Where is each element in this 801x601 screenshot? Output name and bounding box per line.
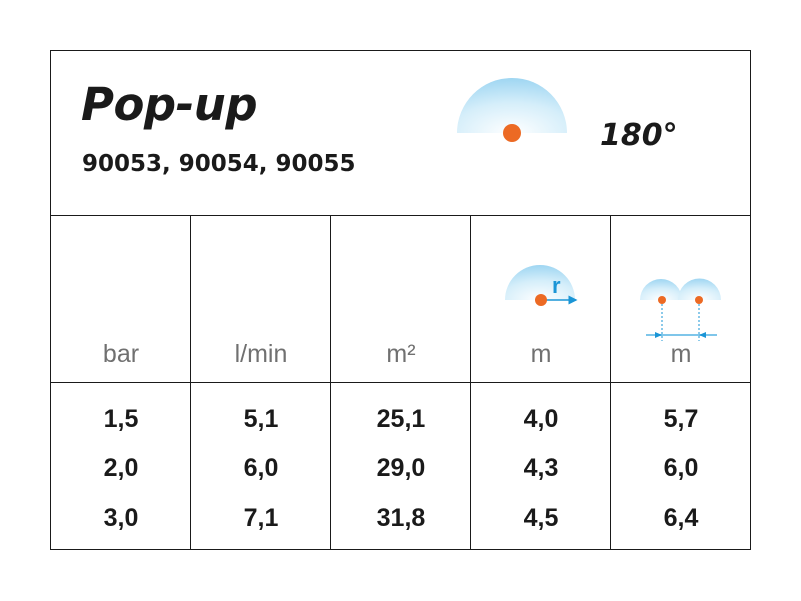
divider	[190, 216, 191, 550]
unit-flow: l/min	[234, 340, 288, 368]
product-codes: 90053, 90054, 90055	[82, 151, 356, 177]
divider	[50, 382, 751, 383]
table-cell: 4,3	[523, 454, 559, 482]
unit-spacing: m	[670, 340, 692, 368]
spray-angle: 180°	[600, 118, 678, 153]
spec-table-frame	[50, 50, 751, 550]
table-cell: 29,0	[376, 454, 426, 482]
half-circle-spray-pattern-icon	[457, 78, 567, 142]
table-cell: 31,8	[376, 504, 426, 532]
table-cell: 4,0	[523, 405, 559, 433]
spacing-icon	[640, 278, 722, 341]
divider	[470, 216, 471, 550]
divider	[610, 216, 611, 550]
radius-label: r	[552, 273, 561, 298]
radius-icon: r	[505, 265, 578, 306]
table-cell: 7,1	[243, 504, 279, 532]
table-cell: 1,5	[103, 405, 139, 433]
table-cell: 25,1	[376, 405, 426, 433]
table-cell: 6,4	[663, 504, 699, 532]
product-title: Pop-up	[81, 78, 258, 131]
unit-radius: m	[530, 340, 552, 368]
table-cell: 6,0	[663, 454, 699, 482]
table-cell: 4,5	[523, 504, 559, 532]
unit-bar: bar	[102, 340, 140, 368]
divider	[50, 215, 751, 216]
table-cell: 5,1	[243, 405, 279, 433]
unit-area: m²	[386, 340, 416, 368]
table-cell: 5,7	[663, 405, 699, 433]
table-cell: 6,0	[243, 454, 279, 482]
table-cell: 3,0	[103, 504, 139, 532]
table-cell: 2,0	[103, 454, 139, 482]
divider	[330, 216, 331, 550]
